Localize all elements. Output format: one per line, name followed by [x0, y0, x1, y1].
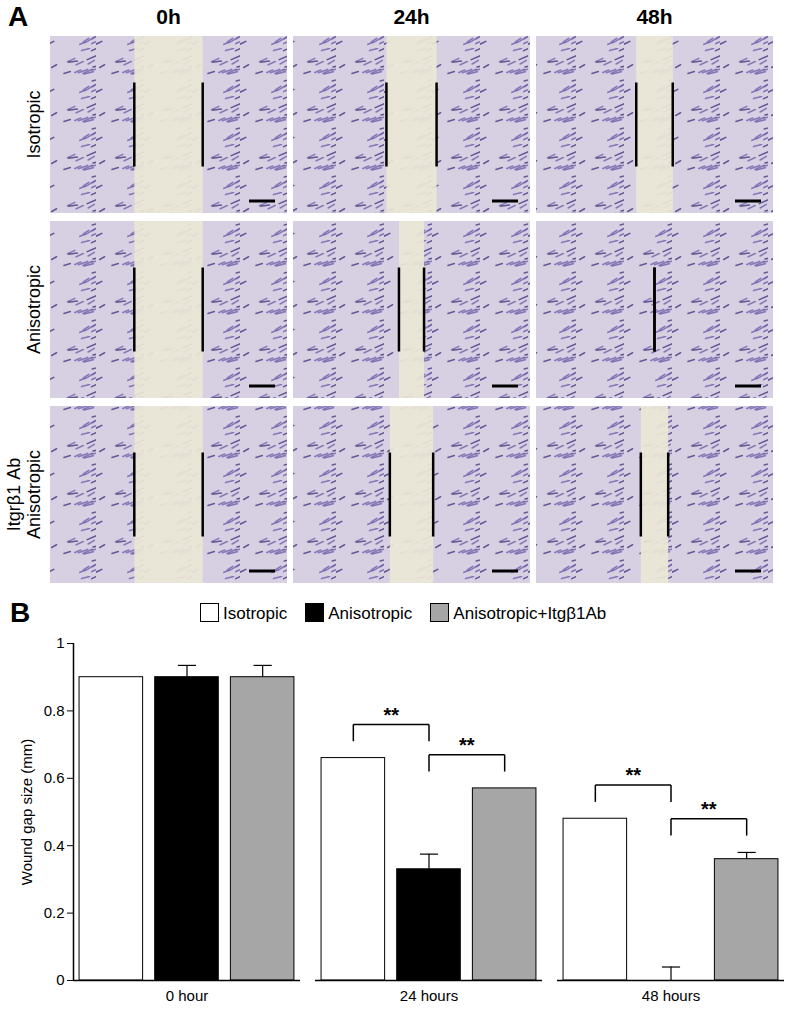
svg-text:48 hours: 48 hours [642, 987, 700, 1004]
html-text:Isotropic: Isotropic [223, 604, 288, 623]
svg-text:0.6: 0.6 [44, 769, 65, 786]
html-text:Anisotropic: Anisotropic [328, 604, 413, 623]
svg-text:0h: 0h [156, 5, 181, 28]
svg-text:Isotropic: Isotropic [24, 90, 44, 158]
svg-text:Anisotropic: Anisotropic [24, 265, 44, 354]
svg-text:24h: 24h [393, 5, 429, 28]
svg-text:**: ** [383, 704, 399, 726]
svg-text:0.2: 0.2 [44, 904, 65, 921]
svg-text:48h: 48h [636, 5, 672, 28]
svg-text:0.8: 0.8 [44, 702, 65, 719]
svg-text:0.4: 0.4 [44, 837, 65, 854]
svg-text:**: ** [459, 734, 475, 756]
svg-text:Wound gap size (mm): Wound gap size (mm) [18, 739, 35, 885]
html-text:B: B [10, 597, 31, 628]
svg-text:Itgrβ1 AbAnisotropic: Itgrβ1 AbAnisotropic [4, 450, 44, 539]
svg-text:**: ** [625, 764, 641, 786]
svg-text:24 hours: 24 hours [400, 987, 458, 1004]
svg-text:A: A [8, 1, 28, 32]
svg-text:0: 0 [56, 971, 64, 988]
svg-text:0 hour: 0 hour [166, 987, 209, 1004]
svg-text:**: ** [701, 798, 717, 820]
svg-text:1: 1 [56, 634, 64, 651]
html-text:Anisotropic+Itgβ1Ab: Anisotropic+Itgβ1Ab [453, 604, 607, 623]
